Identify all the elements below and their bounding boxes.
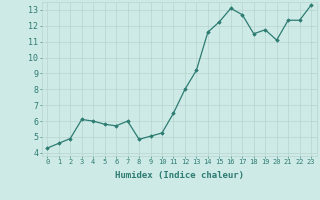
X-axis label: Humidex (Indice chaleur): Humidex (Indice chaleur) xyxy=(115,171,244,180)
